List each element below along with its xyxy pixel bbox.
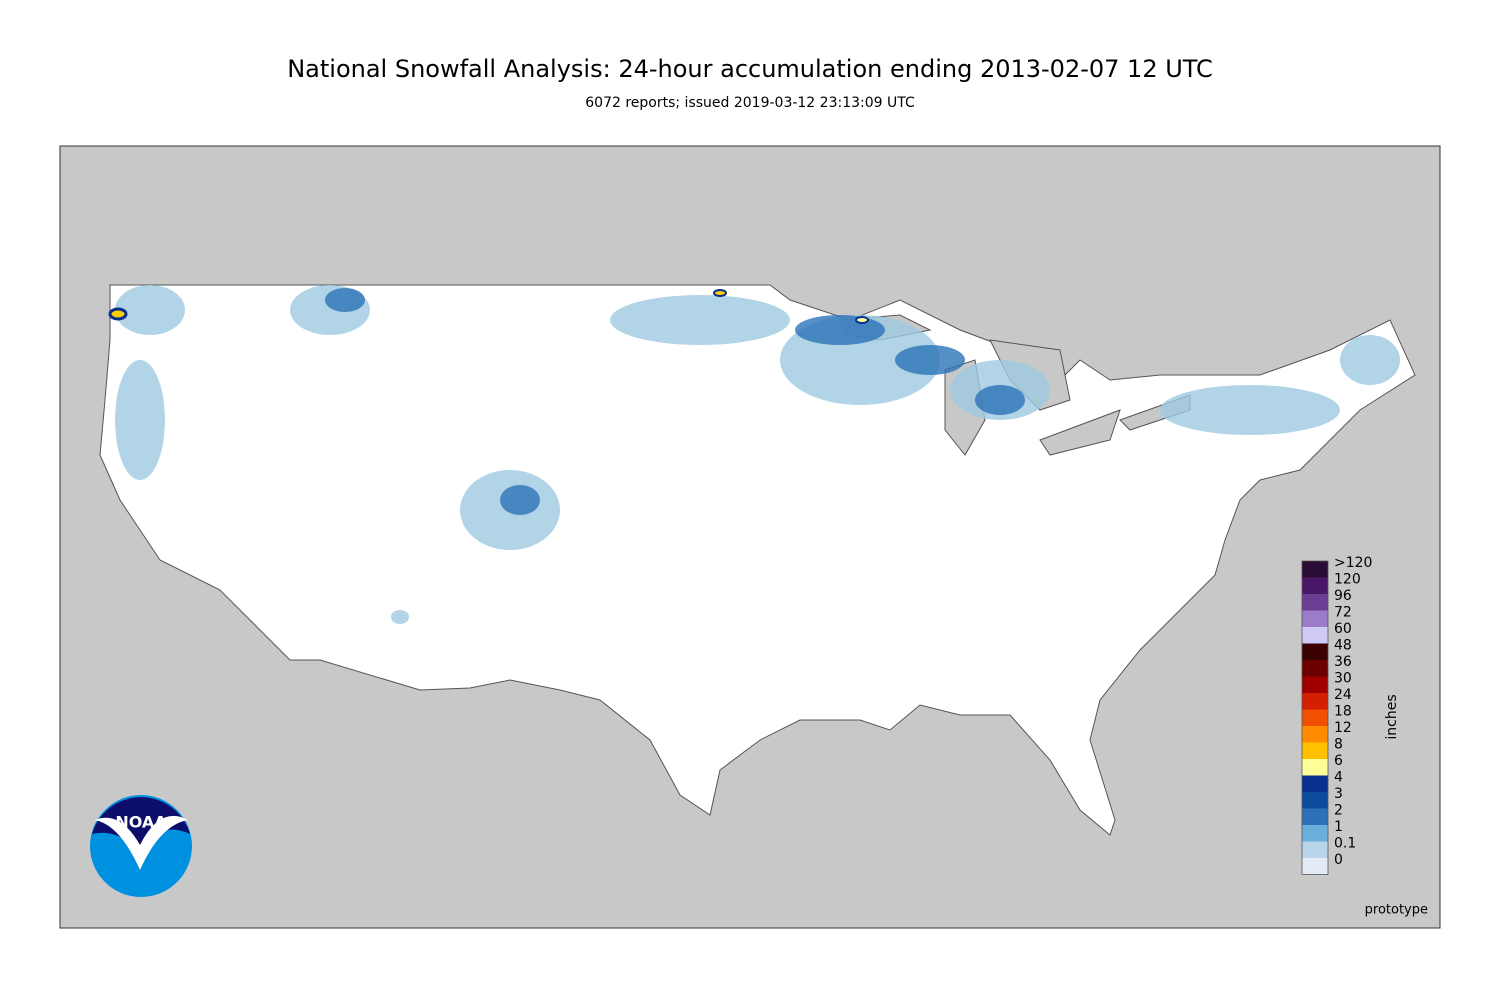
title: National Snowfall Analysis: 24-hour accu… bbox=[287, 55, 1213, 83]
legend-swatch bbox=[1302, 594, 1328, 611]
legend-label: 0.1 bbox=[1334, 836, 1356, 852]
subtitle: 6072 reports; issued 2019-03-12 23:13:09… bbox=[585, 95, 915, 111]
peak-snowfall bbox=[108, 307, 128, 321]
legend-swatch bbox=[1302, 561, 1328, 578]
legend-label: 30 bbox=[1334, 671, 1352, 687]
legend-swatch bbox=[1302, 693, 1328, 710]
map bbox=[59, 145, 1441, 929]
legend-label: 1 bbox=[1334, 819, 1343, 835]
noaa-logo: NOAA bbox=[90, 795, 192, 897]
legend-label: 72 bbox=[1334, 605, 1352, 621]
legend-swatch bbox=[1302, 627, 1328, 644]
legend-label: 18 bbox=[1334, 704, 1352, 720]
legend-label: 0 bbox=[1334, 852, 1343, 868]
legend-label: 96 bbox=[1334, 588, 1352, 604]
legend-label: 120 bbox=[1334, 572, 1361, 588]
legend-swatch bbox=[1302, 709, 1328, 726]
legend-label: >120 bbox=[1334, 555, 1372, 571]
peak-snowfall bbox=[713, 289, 727, 297]
legend-frame bbox=[1301, 560, 1329, 875]
legend-label: 60 bbox=[1334, 621, 1352, 637]
legend-label: 12 bbox=[1334, 720, 1352, 736]
legend-swatch bbox=[1302, 577, 1328, 594]
legend-label: 48 bbox=[1334, 638, 1352, 654]
legend-unit: inches bbox=[1384, 694, 1400, 739]
legend-swatch bbox=[1302, 676, 1328, 693]
legend-label: 4 bbox=[1334, 770, 1343, 786]
legend-swatch bbox=[1302, 610, 1328, 627]
legend-label: 6 bbox=[1334, 753, 1343, 769]
legend-swatch bbox=[1302, 643, 1328, 660]
note: prototype bbox=[1365, 903, 1428, 918]
logo-text: NOAA bbox=[115, 813, 167, 832]
legend-label: 24 bbox=[1334, 687, 1352, 703]
peak-snowfall bbox=[855, 316, 869, 324]
legend-label: 8 bbox=[1334, 737, 1343, 753]
heavy-snowfall-areas bbox=[325, 288, 1025, 515]
legend-swatch bbox=[1302, 742, 1328, 759]
legend-swatch bbox=[1302, 792, 1328, 809]
legend-label: 3 bbox=[1334, 786, 1343, 802]
legend-swatch bbox=[1302, 759, 1328, 776]
legend-swatch bbox=[1302, 775, 1328, 792]
logo-top bbox=[92, 797, 190, 850]
legend-swatch bbox=[1302, 808, 1328, 825]
snowfall-areas bbox=[115, 285, 1400, 624]
legend-swatch bbox=[1302, 726, 1328, 743]
legend-swatch bbox=[1302, 841, 1328, 858]
legend-swatch bbox=[1302, 858, 1328, 875]
legend-swatch bbox=[1302, 825, 1328, 842]
logo-bird bbox=[95, 815, 188, 870]
legend-label: 2 bbox=[1334, 803, 1343, 819]
legend-swatch bbox=[1302, 660, 1328, 677]
legend-label: 36 bbox=[1334, 654, 1352, 670]
